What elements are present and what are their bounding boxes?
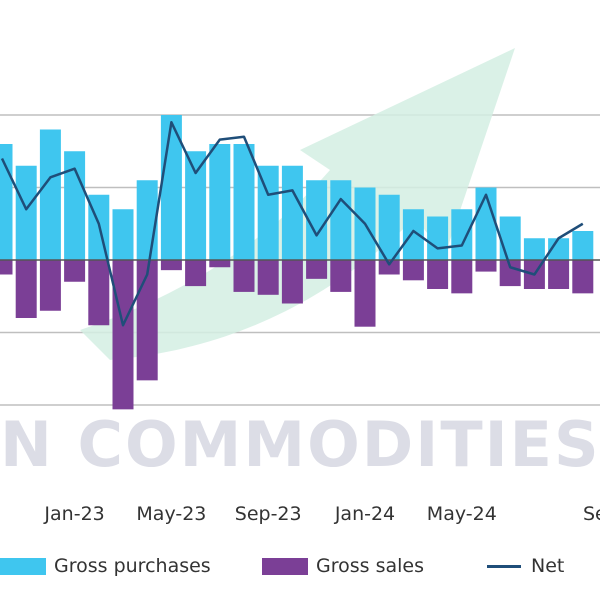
bar-gross-sales xyxy=(402,260,424,281)
bar-gross-purchases xyxy=(378,194,400,260)
bar-gross-sales xyxy=(572,260,594,294)
bar-gross-sales xyxy=(475,260,497,272)
legend-swatch-gross-purchases xyxy=(0,557,46,575)
bar-gross-sales xyxy=(15,260,37,318)
bar-gross-sales xyxy=(427,260,449,289)
legend-label-net: Net xyxy=(531,555,565,577)
legend-label-gross-sales: Gross sales xyxy=(316,555,424,577)
bar-gross-sales xyxy=(112,260,134,410)
bar-gross-purchases xyxy=(257,165,279,260)
legend-item-gross-sales: Gross sales xyxy=(262,548,424,584)
bar-gross-sales xyxy=(354,260,376,327)
bar-gross-sales xyxy=(330,260,352,292)
net-series xyxy=(0,121,584,327)
legend-swatch-gross-sales xyxy=(262,557,308,575)
bar-gross-sales xyxy=(160,260,182,271)
bar-gross-purchases xyxy=(548,238,570,260)
bar-gross-purchases xyxy=(39,129,61,260)
bar-gross-purchases xyxy=(281,165,303,260)
chart: N COMMODITIES Jan-23 May-23 Sep-23 Jan-24 Ma… xyxy=(0,48,600,525)
x-tick-labels: Jan-23 May-23 Sep-23 Jan-24 May-24 Se xyxy=(43,503,600,525)
bar-gross-sales xyxy=(64,260,86,282)
bar-gross-sales xyxy=(209,260,231,268)
x-tick-label: Se xyxy=(583,503,600,525)
x-tick-label: May-23 xyxy=(136,503,206,525)
bar-gross-sales xyxy=(281,260,303,304)
bar-gross-sales xyxy=(0,260,13,275)
legend-item-net: Net xyxy=(487,548,564,584)
bar-gross-purchases xyxy=(112,209,134,260)
bar-gross-sales xyxy=(39,260,61,311)
bar-gross-purchases xyxy=(572,231,594,260)
bar-gross-purchases xyxy=(233,144,255,260)
bar-gross-purchases xyxy=(209,144,231,260)
bar-gross-purchases xyxy=(499,216,521,260)
bar-gross-sales xyxy=(548,260,570,289)
bar-gross-purchases xyxy=(427,216,449,260)
bar-gross-sales xyxy=(451,260,473,294)
bar-gross-sales xyxy=(185,260,207,287)
x-tick-label: Sep-23 xyxy=(235,503,302,525)
bar-gross-sales xyxy=(499,260,521,287)
legend-swatch-net xyxy=(487,564,521,568)
legend-item-gross-purchases: Gross purchases xyxy=(0,548,211,584)
bar-gross-purchases xyxy=(136,180,158,260)
bar-gross-sales xyxy=(378,260,400,275)
bar-gross-sales xyxy=(257,260,279,295)
bar-gross-purchases xyxy=(185,151,207,260)
bar-gross-purchases xyxy=(15,165,37,260)
bar-gross-purchases xyxy=(306,180,328,260)
net-line xyxy=(0,121,584,327)
bar-gross-purchases xyxy=(330,180,352,260)
bar-gross-sales xyxy=(136,260,158,381)
bar-gross-sales xyxy=(233,260,255,292)
bar-gross-purchases xyxy=(402,209,424,260)
bar-gross-sales xyxy=(306,260,328,279)
legend-label-gross-purchases: Gross purchases xyxy=(54,555,211,577)
watermark-text: N COMMODITIES xyxy=(0,408,600,481)
bar-gross-purchases xyxy=(523,238,545,260)
bars xyxy=(0,115,600,410)
legend: Gross purchases Gross sales Net xyxy=(0,548,600,584)
bar-gross-purchases xyxy=(0,144,13,260)
x-tick-label: Jan-23 xyxy=(43,503,104,525)
bar-gross-purchases xyxy=(451,209,473,260)
bar-gross-sales xyxy=(88,260,110,326)
x-tick-label: May-24 xyxy=(427,503,497,525)
x-tick-label: Jan-24 xyxy=(334,503,395,525)
